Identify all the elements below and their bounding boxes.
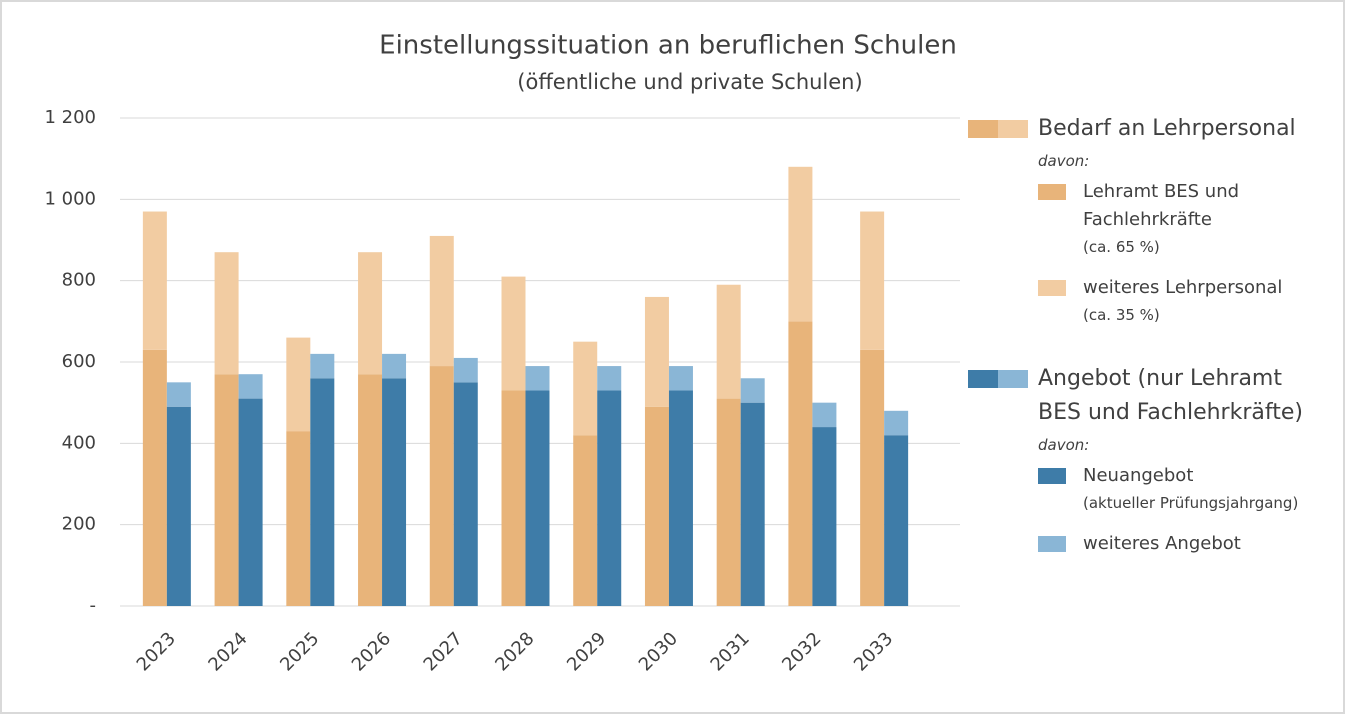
legend-swatch [1038,280,1066,296]
x-tick-label: 2031 [707,628,754,675]
bar-segment [525,390,550,606]
bar-segment [788,321,813,606]
bar-segment [668,366,693,391]
legend-group-swatch [968,120,1028,138]
bar-segment [453,382,478,606]
bar-segment [788,166,813,322]
bar-segment [860,349,885,606]
legend-item: Neuangebot (aktueller Prüfungsjahrgang) [1038,462,1333,516]
bar-segment [644,296,669,407]
swatch-part [968,120,998,138]
chart-title: Einstellungssituation an beruflichen Sch… [379,31,957,61]
legend-detail: (aktueller Prüfungsjahrgang) [1083,494,1299,512]
bar-segment [597,366,622,391]
bar-segment [644,406,669,606]
bar-segment [358,252,383,375]
legend-group-swatch [968,370,1028,388]
x-tick-label: 2033 [850,628,897,675]
legend-item: weiteres Lehrpersonal (ca. 35 %) [1038,274,1333,328]
y-tick-label: 200 [62,514,96,535]
bar-segment [310,353,335,379]
bar-segment [716,398,741,606]
bar-segment [429,235,454,367]
x-tick-label: 2028 [491,628,538,675]
bar-segment [166,406,191,606]
bar-segment [358,374,383,606]
bar-segment [429,366,454,606]
bar-segment [286,431,311,606]
legend-group-note: davon: [1038,436,1090,454]
bar-segment [238,374,263,399]
bar-segment [501,390,526,606]
x-tick-label: 2025 [276,628,323,675]
y-tick-label: 1 200 [44,107,96,128]
legend-group: Bedarf an Lehrpersonal davon: Lehramt BES … [968,112,1328,328]
y-tick-label: - [90,595,97,616]
bar-segment [142,211,167,350]
bar-segment [214,252,239,375]
y-tick-label: 600 [62,351,96,372]
bar-segment [286,337,311,432]
bar-segment [214,374,239,606]
legend-detail: (ca. 65 %) [1083,238,1160,256]
legend: Bedarf an Lehrpersonal davon: Lehramt BES … [968,112,1328,592]
legend-label: weiteres Angebot [1083,533,1241,554]
legend-swatch [1038,468,1066,484]
bar-segment [142,349,167,606]
x-tick-label: 2032 [778,628,825,675]
bar-segment [812,427,837,606]
legend-group: Angebot (nur Lehramt BES und Fachlehrkrä… [968,362,1328,558]
y-tick-label: 400 [62,432,96,453]
x-tick-label: 2024 [204,628,251,675]
bar-segment [382,353,407,379]
legend-group-title: Angebot (nur Lehramt BES und Fachlehrkrä… [1038,366,1303,425]
legend-group-note: davon: [1038,152,1090,170]
bar-segment [382,378,407,606]
legend-swatch [1038,536,1066,552]
x-tick-label: 2023 [133,628,180,675]
bar-segment [740,402,765,606]
swatch-part [998,120,1028,138]
bar-segment [453,357,478,383]
x-tick-label: 2027 [420,628,467,675]
bar-segment [884,435,909,606]
bar-segment [310,378,335,606]
bar-segment [597,390,622,606]
bar-segment [740,378,765,403]
x-tick-label: 2029 [563,628,610,675]
swatch-part [998,370,1028,388]
legend-group-title: Bedarf an Lehrpersonal [1038,116,1296,141]
bar-segment [573,435,598,606]
bar-segment [812,402,837,428]
bar-segment [573,341,598,436]
legend-detail: (ca. 35 %) [1083,306,1160,324]
legend-label: Neuangebot [1083,465,1194,486]
bar-segment [501,276,526,391]
swatch-part [968,370,998,388]
y-tick-label: 1 000 [44,188,96,209]
legend-label: Lehramt BES und Fachlehrkräfte [1083,181,1240,230]
legend-item: weiteres Angebot [1038,530,1333,558]
bar-segment [716,284,741,399]
y-tick-label: 800 [62,270,96,291]
chart-subtitle: (öffentliche und private Schulen) [517,70,862,94]
bar-segment [166,382,191,407]
bar-segment [525,366,550,391]
bar-segment [668,390,693,606]
legend-swatch [1038,184,1066,200]
bar-segment [884,410,909,436]
x-tick-label: 2026 [348,628,395,675]
legend-label: weiteres Lehrpersonal [1083,277,1283,298]
bar-segment [860,211,885,350]
x-tick-label: 2030 [635,628,682,675]
legend-item: Lehramt BES und Fachlehrkräfte (ca. 65 %) [1038,178,1333,260]
bar-segment [238,398,263,606]
